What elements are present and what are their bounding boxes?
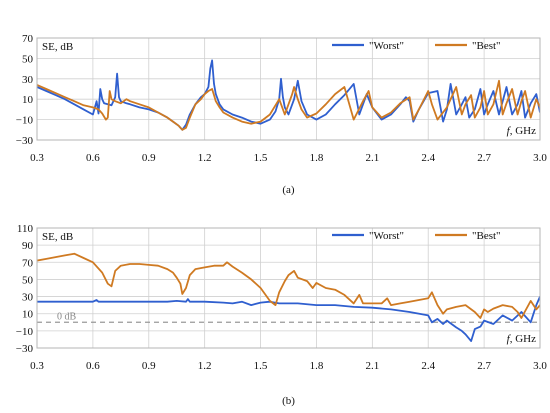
zero-db-label: 0 dB [57, 311, 77, 322]
x-tick-label: 2.7 [477, 152, 491, 164]
x-axis-unit: , GHz [510, 125, 536, 137]
legend-label-best: "Best" [472, 230, 501, 242]
chart-panel-a: −30 −10 10 30 50 70 0.3 0.6 0.9 1.2 1.5 1.8 2.1 2.4 2.… [16, 33, 548, 196]
x-tick-label: 1.2 [198, 360, 212, 372]
y-tick-label: 10 [22, 309, 34, 321]
panel-label: (a) [282, 184, 295, 196]
x-tick-label: 0.9 [142, 152, 156, 164]
y-axis-label: SE, dB [42, 41, 73, 53]
x-tick-label: 3.0 [533, 152, 547, 164]
series-line-best [37, 252, 540, 319]
x-tick-label: 1.8 [310, 152, 324, 164]
plot-frame [36, 227, 541, 349]
x-tick-label: 0.6 [86, 360, 100, 372]
series-line-worst [37, 296, 540, 342]
x-axis-unit: , GHz [510, 333, 536, 345]
y-tick-label: 30 [22, 292, 34, 304]
x-tick-label: 1.5 [254, 360, 268, 372]
series-line-worst [37, 59, 540, 131]
x-tick-label: 0.9 [142, 360, 156, 372]
y-tick-label: −10 [16, 326, 34, 338]
y-tick-label: 30 [22, 74, 34, 86]
x-axis-variable: f [507, 125, 512, 137]
panel-label: (b) [282, 395, 295, 407]
x-tick-label: 0.6 [86, 152, 100, 164]
y-tick-label: 110 [17, 223, 34, 235]
x-tick-label: 2.7 [477, 360, 491, 372]
y-axis-label: SE, dB [42, 231, 73, 243]
plot-frame [36, 37, 541, 141]
legend-label-worst: "Worst" [369, 230, 404, 242]
x-tick-label: 1.8 [310, 360, 324, 372]
x-tick-label: 1.5 [254, 152, 268, 164]
x-tick-label: 3.0 [533, 360, 547, 372]
x-tick-label: 1.2 [198, 152, 212, 164]
series-line-best [37, 79, 540, 131]
x-axis-label: f, GHz [507, 125, 536, 137]
y-tick-label: 10 [22, 94, 34, 106]
x-tick-label: 2.1 [365, 360, 379, 372]
x-tick-label: 0.3 [30, 152, 44, 164]
x-tick-label: 2.1 [365, 152, 379, 164]
legend-label-best: "Best" [472, 40, 501, 52]
y-tick-label: −30 [16, 343, 34, 355]
x-axis-label: f, GHz [507, 333, 536, 345]
chart-panel-b: −30 −10 10 30 50 70 90 110 0.3 0.6 0.9 1.2 1.5 1.8 2.1… [16, 223, 548, 407]
y-tick-label: −10 [16, 115, 34, 127]
y-tick-label: 50 [22, 53, 34, 65]
x-axis-variable: f [507, 333, 512, 345]
y-tick-label: −30 [16, 135, 34, 147]
x-tick-label: 2.4 [421, 360, 435, 372]
y-tick-label: 70 [22, 257, 34, 269]
y-tick-label: 90 [22, 240, 34, 252]
y-tick-label: 50 [22, 274, 34, 286]
y-tick-label: 70 [22, 33, 34, 45]
x-tick-label: 2.4 [421, 152, 435, 164]
x-tick-label: 0.3 [30, 360, 44, 372]
legend-label-worst: "Worst" [369, 40, 404, 52]
